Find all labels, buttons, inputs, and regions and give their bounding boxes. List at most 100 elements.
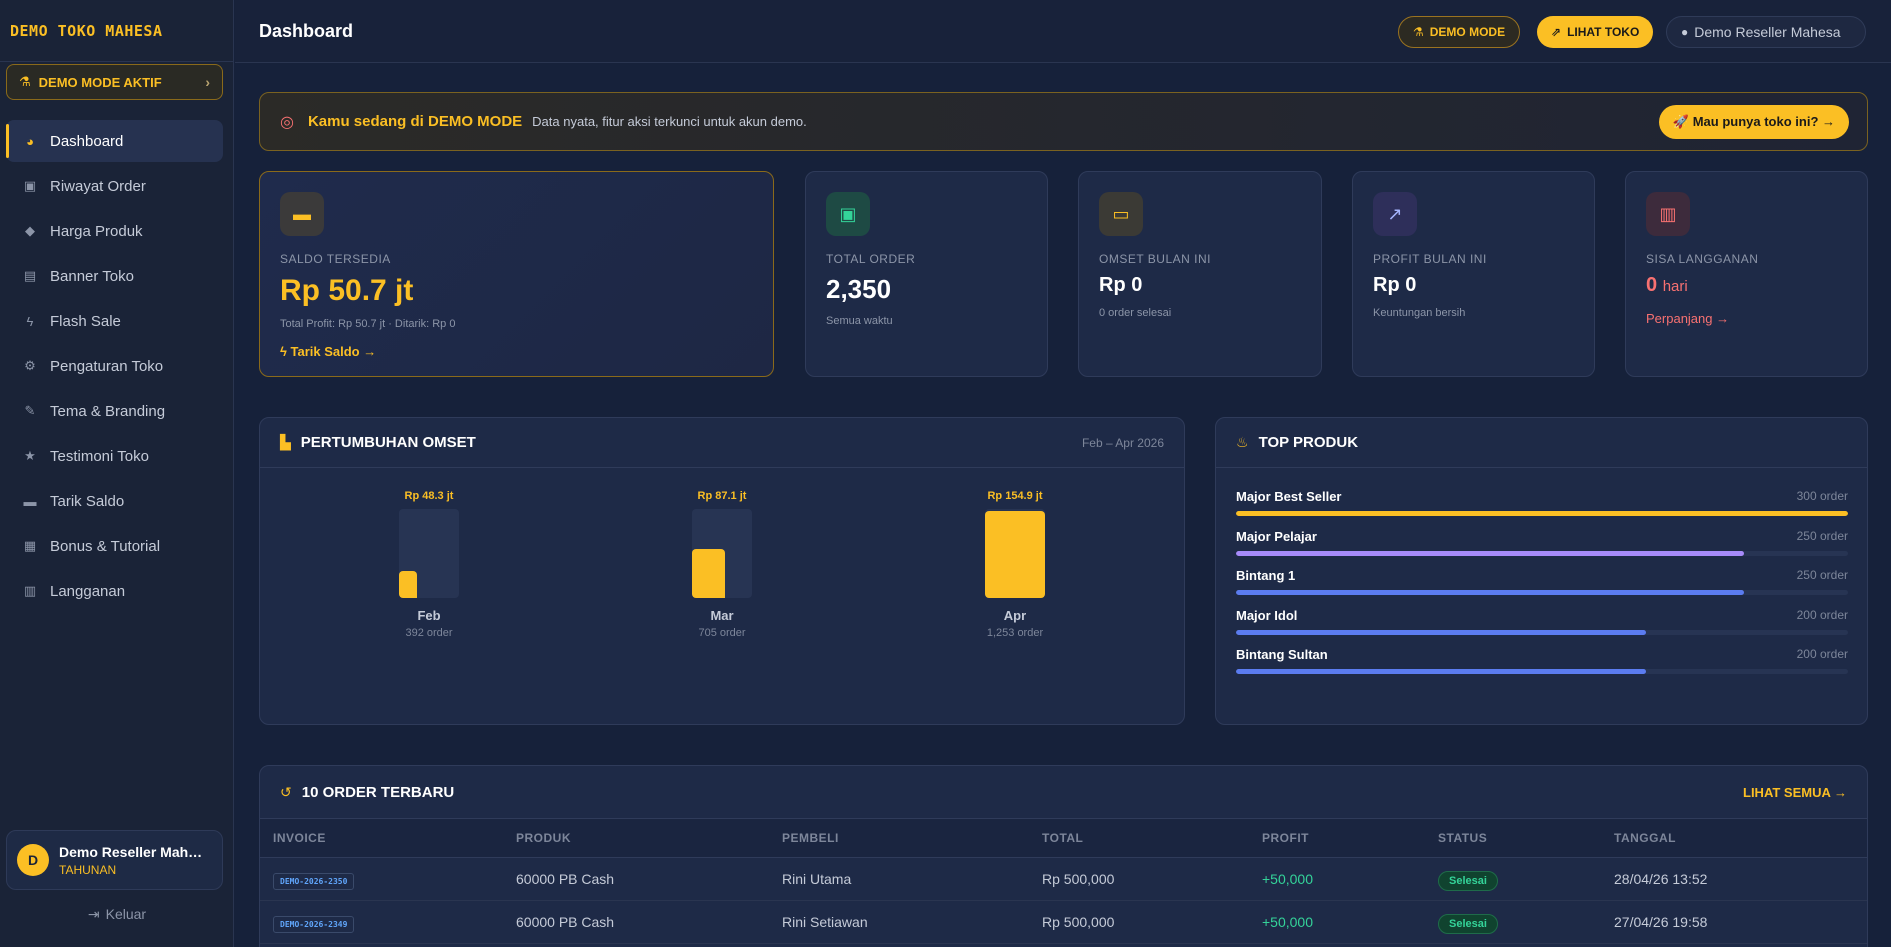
sidebar-item-banner-toko[interactable]: ▤ Banner Toko bbox=[6, 255, 223, 297]
pembeli-column-cell: Rini Utama bbox=[782, 871, 851, 887]
tarik-saldo-link[interactable]: ϟ Tarik Saldo → bbox=[280, 344, 753, 359]
brand-logo[interactable]: DEMO TOKO MAHESA bbox=[0, 0, 233, 62]
pembeli-cell: Rini Setiawan bbox=[782, 914, 868, 930]
top-produk-bar bbox=[1236, 590, 1744, 595]
sidebar-item-riwayat-order[interactable]: ▣ Riwayat Order bbox=[6, 165, 223, 207]
status-badge: Selesai bbox=[1438, 871, 1498, 891]
profit-sub: Keuntungan bersih bbox=[1373, 307, 1466, 319]
profit-label: PROFIT BULAN INI bbox=[1373, 252, 1487, 266]
profit-cell: +50,000 bbox=[1262, 914, 1313, 930]
orders-panel: ↺ 10 ORDER TERBARU LIHAT SEMUA → INVOICE… bbox=[259, 765, 1868, 947]
column-header[interactable]: PRODUK bbox=[516, 831, 572, 845]
top-produk-item[interactable]: Bintang 1 250 order bbox=[1236, 568, 1848, 595]
table-row[interactable]: DEMO-2026-2349 60000 PB Cash Rini Setiawan… bbox=[260, 901, 1867, 944]
total-cell: Rp 500,000 bbox=[1042, 914, 1115, 930]
wallet-icon: ▬ bbox=[23, 493, 37, 509]
sidebar-item-tarik-saldo[interactable]: ▬ Tarik Saldo bbox=[6, 480, 223, 522]
logout-label: Keluar bbox=[105, 906, 147, 922]
bar-track bbox=[399, 509, 459, 598]
bar-track bbox=[985, 509, 1045, 598]
wallet-icon: ▬ bbox=[280, 192, 324, 236]
bolt-icon: ϟ bbox=[26, 313, 34, 329]
demo-mode-pill[interactable]: ⚗ DEMO MODE AKTIF › bbox=[6, 64, 223, 100]
tanggal-cell: 28/04/26 13:52 bbox=[1614, 871, 1708, 887]
growth-panel: ▙ PERTUMBUHAN OMSET Feb – Apr 2026 Rp 48… bbox=[259, 417, 1185, 725]
bar-sub-label: 705 order bbox=[698, 627, 746, 639]
flask-icon: ⚗ bbox=[19, 74, 31, 89]
table-row[interactable]: DEMO-2026-2350 60000 PB Cash Rini Utama Rp … bbox=[260, 858, 1867, 901]
demo-banner: ◎ Kamu sedang di DEMO MODE Data nyata, f… bbox=[259, 92, 1868, 151]
top-produk-title: TOP PRODUK bbox=[1258, 434, 1359, 451]
produk-cell: 60000 PB Cash bbox=[516, 914, 615, 930]
top-produk-item[interactable]: Bintang Sultan 200 order bbox=[1236, 647, 1848, 674]
profit-value: Rp 0 bbox=[1373, 274, 1417, 296]
tarik-saldo-link-label: Tarik Saldo → bbox=[290, 344, 377, 359]
calendar-icon: ▥ bbox=[1646, 192, 1690, 236]
column-header[interactable]: TANGGAL bbox=[1614, 831, 1676, 845]
history-icon: ↺ bbox=[280, 783, 292, 800]
bar-value-label: Rp 87.1 jt bbox=[697, 490, 747, 502]
top-produk-bar bbox=[1236, 669, 1647, 674]
invoice-code[interactable]: DEMO-2026-2350 bbox=[273, 873, 355, 890]
top-produk-item[interactable]: Major Pelajar 250 order bbox=[1236, 529, 1848, 556]
saldo-value: Rp 50.7 jt bbox=[280, 274, 414, 307]
top-produk-name: Major Idol bbox=[1236, 607, 1298, 623]
user-name: Demo Reseller Mahesa bbox=[59, 843, 209, 860]
total-cell: Rp 500,000 bbox=[1042, 871, 1115, 887]
flask-icon: ⚗ bbox=[1413, 25, 1424, 39]
user-card[interactable]: D Demo Reseller Mahesa TAHUNAN bbox=[6, 830, 223, 890]
tanggal-column-cell: 28/04/26 13:52 bbox=[1614, 871, 1707, 887]
sidebar-item-testimoni-toko[interactable]: ★ Testimoni Toko bbox=[6, 435, 223, 477]
sidebar-item-label: Langganan bbox=[50, 582, 126, 600]
omset-card: ▭ OMSET BULAN INI Rp 0 0 order selesai bbox=[1078, 171, 1322, 377]
logout-button[interactable]: ⇥ Keluar bbox=[0, 906, 234, 923]
lihat-toko-button[interactable]: ⇗ LIHAT TOKO bbox=[1537, 16, 1654, 48]
sidebar-item-bonus-tutorial[interactable]: ▦ Bonus & Tutorial bbox=[6, 525, 223, 567]
bar-category-label: Feb bbox=[417, 608, 441, 623]
column-header[interactable]: PROFIT bbox=[1262, 831, 1309, 845]
langganan-value: 0 hari bbox=[1646, 274, 1847, 297]
top-produk-item[interactable]: Major Best Seller 300 order bbox=[1236, 489, 1848, 516]
bar[interactable] bbox=[692, 549, 725, 598]
get-store-button[interactable]: 🚀 Mau punya toko ini? → bbox=[1658, 105, 1849, 139]
column-header[interactable]: STATUS bbox=[1438, 831, 1488, 845]
sidebar-item-langganan[interactable]: ▥ Langganan bbox=[6, 570, 223, 612]
lihat-semua-link[interactable]: LIHAT SEMUA → bbox=[1743, 784, 1847, 800]
produk-column-cell: 60000 PB Cash bbox=[516, 914, 614, 930]
calendar-icon: ▥ bbox=[23, 583, 37, 598]
total-order-value: 2,350 bbox=[826, 274, 892, 304]
sidebar: DEMO TOKO MAHESA ⚗ DEMO MODE AKTIF › ◕ Da… bbox=[0, 0, 234, 947]
produk-cell: 60000 PB Cash bbox=[516, 871, 615, 887]
demo-mode-button[interactable]: ⚗ DEMO MODE bbox=[1398, 16, 1521, 48]
column-header[interactable]: PEMBELI bbox=[782, 831, 839, 845]
top-produk-count: 200 order bbox=[1796, 647, 1848, 661]
sidebar-item-pengaturan-toko[interactable]: ⚙ Pengaturan Toko bbox=[6, 345, 223, 387]
saldo-label: SALDO TERSEDIA bbox=[280, 252, 391, 266]
column-header[interactable]: TOTAL bbox=[1042, 831, 1084, 845]
langganan-unit: hari bbox=[1662, 278, 1688, 295]
top-produk-name: Major Best Seller bbox=[1236, 489, 1342, 504]
sidebar-item-harga-produk[interactable]: ◆ Harga Produk bbox=[6, 210, 223, 252]
tanggal-cell: 27/04/26 19:58 bbox=[1614, 914, 1708, 930]
sidebar-item-flash-sale[interactable]: ϟ Flash Sale bbox=[6, 300, 223, 342]
top-produk-item[interactable]: Major Idol 200 order bbox=[1236, 608, 1848, 635]
bolt-icon: ϟ bbox=[280, 344, 291, 359]
langganan-label: SISA LANGGANAN bbox=[1646, 252, 1759, 266]
saldo-card: ▬ SALDO TERSEDIA Rp 50.7 jt Total Profit… bbox=[259, 171, 774, 377]
total-order-card: ▣ TOTAL ORDER 2,350 Semua waktu bbox=[805, 171, 1048, 377]
chart-pie-icon: ◕ bbox=[26, 133, 34, 149]
bar[interactable] bbox=[985, 511, 1045, 598]
sidebar-item-dashboard[interactable]: ◕ Dashboard bbox=[6, 120, 223, 162]
sidebar-item-label: Flash Sale bbox=[50, 312, 121, 330]
langganan-card: ▥ SISA LANGGANAN 0 hari Perpanjang → bbox=[1625, 171, 1868, 377]
column-header[interactable]: INVOICE bbox=[273, 831, 326, 845]
gift-icon: ▦ bbox=[23, 538, 37, 553]
user-menu-button[interactable]: ● Demo Reseller Mahesa bbox=[1666, 16, 1866, 48]
bar[interactable] bbox=[399, 571, 417, 598]
bar-category-label: Apr bbox=[1003, 608, 1027, 623]
invoice-code[interactable]: DEMO-2026-2349 bbox=[273, 916, 355, 933]
bar-sub-label: 1,253 order bbox=[986, 627, 1044, 639]
perpanjang-link[interactable]: Perpanjang → bbox=[1646, 311, 1730, 326]
sidebar-item-label: Banner Toko bbox=[50, 267, 134, 285]
sidebar-item-tema-branding[interactable]: ✎ Tema & Branding bbox=[6, 390, 223, 432]
